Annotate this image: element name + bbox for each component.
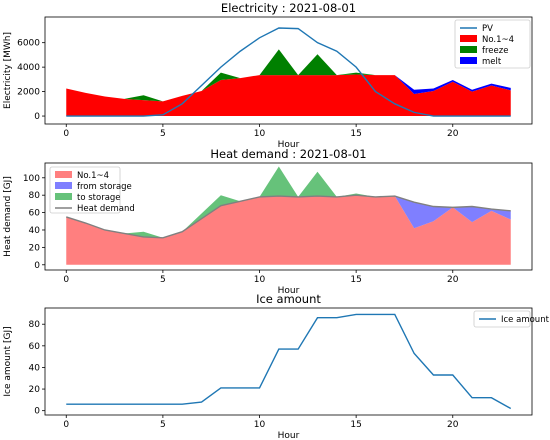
legend-swatch-to-storage <box>55 193 72 200</box>
x-tick-label: 20 <box>447 275 459 285</box>
y-tick-label: 0 <box>34 261 40 271</box>
series-line-ice-amount <box>66 313 512 410</box>
chart-1: Electricity : 2021-08-01 0 5 10 15 20 0 2000 400… <box>3 1 533 150</box>
y-tick-label: 60 <box>29 209 41 219</box>
chart-title: Heat demand : 2021-08-01 <box>210 147 366 161</box>
x-tick-label: 15 <box>350 275 361 285</box>
y-tick-label: 20 <box>29 385 41 395</box>
series-area-from-storage <box>66 195 511 238</box>
chart-3: Ice amount 0 5 10 15 20 0 20 40 60 80 Hour Ice amoun… <box>3 292 550 440</box>
x-axis-label: Hour <box>278 431 300 440</box>
series-line-pv <box>66 27 511 117</box>
series-line-heat-demand <box>66 194 511 239</box>
x-tick-label: 10 <box>254 275 266 285</box>
y-tick-label: 40 <box>29 363 41 373</box>
legend-label-no-1-4: No.1~4 <box>482 35 514 45</box>
x-tick-label: 5 <box>160 275 166 285</box>
y-tick-label: 0 <box>34 112 40 122</box>
y-tick-label: 80 <box>29 191 41 201</box>
legend-swatch-no-1-4 <box>460 35 477 42</box>
axes-frame <box>44 162 533 271</box>
x-tick-label: 0 <box>63 420 69 430</box>
series-area-no-1-4 <box>66 195 511 265</box>
axes-frame <box>44 307 533 416</box>
legend-box <box>49 166 121 214</box>
y-tick-label: 40 <box>29 226 41 236</box>
legend-swatch-from-storage <box>55 182 72 189</box>
x-tick-label: 15 <box>350 420 361 430</box>
x-tick-label: 10 <box>254 129 266 139</box>
y-tick-label: 60 <box>29 342 41 352</box>
y-tick-label: 100 <box>23 174 40 184</box>
y-axis-label: Ice amount [GJ] <box>3 326 13 396</box>
y-axis-label: Electricity [MWh] <box>3 32 13 109</box>
x-tick-label: 0 <box>63 275 69 285</box>
legend-label-melt: melt <box>482 57 502 67</box>
legend-label-pv: PV <box>482 24 493 34</box>
x-tick-label: 10 <box>254 420 266 430</box>
legend-label-from-storage: from storage <box>77 182 132 192</box>
chart-title: Ice amount <box>256 292 321 306</box>
x-tick-label: 15 <box>350 129 361 139</box>
chart-title: Electricity : 2021-08-01 <box>221 1 356 15</box>
x-tick-label: 5 <box>160 129 166 139</box>
legend-label-no-1-4: No.1~4 <box>77 171 109 181</box>
y-tick-label: 80 <box>29 320 41 330</box>
legend-label-heat-demand: Heat demand <box>77 204 135 214</box>
x-tick-label: 20 <box>447 129 459 139</box>
legend: Ice amount <box>473 310 550 328</box>
legend-label-to-storage: to storage <box>77 193 121 203</box>
series-area-no-1-4 <box>66 74 511 117</box>
x-axis-label: Hour <box>278 140 300 150</box>
y-axis-label: Heat demand [GJ] <box>3 176 13 257</box>
x-axis-label: Hour <box>278 286 300 296</box>
y-tick-label: 20 <box>29 243 41 253</box>
y-tick-label: 0 <box>34 407 40 417</box>
chart-2: Heat demand : 2021-08-01 0 5 10 15 20 0 20 40 60 8… <box>3 147 533 296</box>
legend-swatch-freeze <box>460 46 477 53</box>
x-tick-label: 0 <box>63 129 69 139</box>
y-tick-label: 4000 <box>17 63 40 73</box>
y-tick-label: 6000 <box>17 39 40 49</box>
x-tick-label: 5 <box>160 420 166 430</box>
y-tick-label: 2000 <box>17 88 40 98</box>
legend-swatch-melt <box>460 57 477 64</box>
legend-label-freeze: freeze <box>482 46 508 56</box>
legend-box <box>473 310 531 328</box>
legend-swatch-no-1-4 <box>55 171 72 178</box>
legend-label-ice-amount: Ice amount <box>501 315 550 325</box>
legend-box <box>454 19 531 69</box>
x-tick-label: 20 <box>447 420 459 430</box>
axes-frame <box>44 16 533 125</box>
